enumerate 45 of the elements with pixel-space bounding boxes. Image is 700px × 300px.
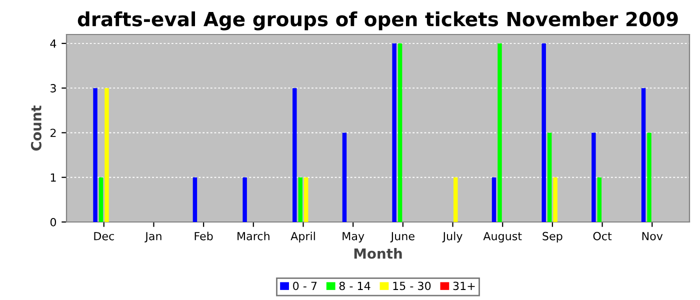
bar: [298, 177, 302, 222]
x-tick-label: March: [238, 232, 270, 240]
bar: [98, 177, 104, 222]
bar: [192, 177, 198, 222]
bar: [498, 43, 502, 222]
x-tick-label: April: [290, 232, 315, 242]
x-tick-label: June: [390, 232, 414, 242]
x-tick-label: Sep: [542, 232, 562, 242]
y-tick-label: 3: [50, 84, 56, 92]
y-tick-label: 0: [50, 218, 56, 226]
x-tick-label: Jan: [144, 232, 162, 242]
y-tick-label: 1: [50, 173, 56, 182]
bar: [454, 177, 458, 222]
bar: [392, 43, 396, 222]
x-tick-label: July: [442, 232, 462, 242]
bar: [242, 177, 247, 222]
y-axis-title: Count: [30, 105, 42, 151]
bar: [542, 43, 546, 222]
legend-label: 31+: [453, 282, 475, 290]
bar: [597, 177, 602, 222]
bar: [492, 177, 496, 222]
y-tick-label: 4: [50, 40, 56, 48]
legend-label: 8 - 14: [339, 282, 370, 290]
bar: [93, 88, 98, 222]
legend-label: 15 - 30: [393, 282, 431, 290]
bar: [547, 132, 552, 222]
bar: [304, 177, 308, 222]
x-tick-label: Nov: [642, 232, 663, 240]
x-tick-label: Feb: [194, 232, 213, 240]
x-tick-label: Dec: [94, 232, 114, 240]
bar: [398, 43, 402, 222]
y-tick-label: 2: [50, 128, 56, 137]
bar: [641, 88, 646, 222]
bar: [104, 88, 109, 222]
chart-title: drafts-eval Age groups of open tickets November 2009: [78, 11, 678, 30]
x-tick-label: May: [342, 232, 364, 242]
bar: [647, 132, 652, 222]
x-tick-label: Oct: [593, 232, 612, 240]
bar: [592, 132, 596, 222]
bar: [292, 88, 297, 222]
bar: [342, 132, 347, 222]
bar: [553, 177, 558, 222]
x-axis-title: Month: [354, 248, 402, 259]
legend-label: 0 - 7: [293, 282, 317, 290]
x-tick-label: August: [483, 232, 522, 242]
